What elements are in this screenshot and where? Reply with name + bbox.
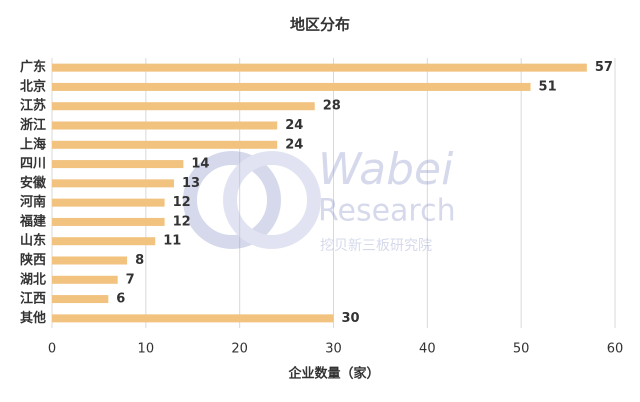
bar (52, 82, 531, 91)
value-label: 24 (285, 137, 303, 152)
bar (52, 314, 334, 323)
watermark-logo (183, 151, 281, 249)
y-tick-label: 江西 (20, 291, 46, 307)
bar (52, 121, 278, 130)
y-tick-label: 其他 (20, 310, 46, 326)
bar (52, 275, 118, 284)
x-tick-label: 60 (607, 342, 624, 357)
bar (52, 63, 587, 72)
bar (52, 295, 109, 304)
value-label: 13 (182, 176, 200, 191)
value-label: 51 (539, 79, 557, 94)
y-tick-label: 广东 (20, 59, 46, 75)
x-tick-label: 50 (513, 342, 530, 357)
watermark-text: Wabei (318, 144, 454, 195)
y-tick-label: 福建 (19, 213, 46, 229)
y-tick-label: 上海 (20, 136, 46, 152)
x-tick-label: 40 (419, 342, 436, 357)
bar (52, 140, 278, 149)
y-tick-label: 四川 (20, 157, 46, 172)
bar (52, 102, 315, 111)
value-label: 30 (342, 311, 360, 326)
y-tick-label: 安徽 (20, 175, 47, 191)
x-tick-label: 0 (48, 342, 56, 357)
value-label: 28 (323, 99, 341, 114)
bar (52, 237, 156, 246)
y-tick-label: 湖北 (20, 272, 46, 287)
value-label: 7 (126, 272, 135, 287)
x-tick-label: 10 (138, 342, 155, 357)
value-label: 6 (116, 292, 125, 307)
y-tick-label: 北京 (20, 78, 46, 94)
watermark: Wabei Research 挖贝新三板研究院 (183, 144, 456, 254)
value-label: 12 (173, 214, 191, 229)
y-tick-label: 河南 (20, 194, 46, 210)
watermark-text: Research (318, 194, 456, 229)
bar (52, 198, 165, 207)
value-label: 14 (191, 157, 209, 172)
bar (52, 217, 165, 226)
y-tick-label: 浙江 (20, 117, 46, 133)
value-label: 24 (285, 118, 303, 133)
bar (52, 256, 128, 265)
watermark-logo (223, 151, 321, 249)
value-label: 11 (163, 234, 181, 249)
watermark-text: 挖贝新三板研究院 (320, 238, 432, 254)
x-tick-label: 20 (231, 342, 248, 357)
value-label: 57 (595, 60, 613, 75)
chart-title: 地区分布 (290, 16, 350, 34)
bar (52, 179, 174, 188)
value-label: 12 (173, 195, 191, 210)
value-label: 8 (135, 253, 144, 268)
x-axis-title: 企业数量（家） (287, 366, 379, 382)
x-tick-label: 30 (325, 342, 342, 357)
bar (52, 160, 184, 169)
y-tick-label: 山东 (20, 233, 46, 249)
y-tick-label: 江苏 (20, 98, 46, 114)
y-tick-label: 陕西 (20, 252, 46, 268)
